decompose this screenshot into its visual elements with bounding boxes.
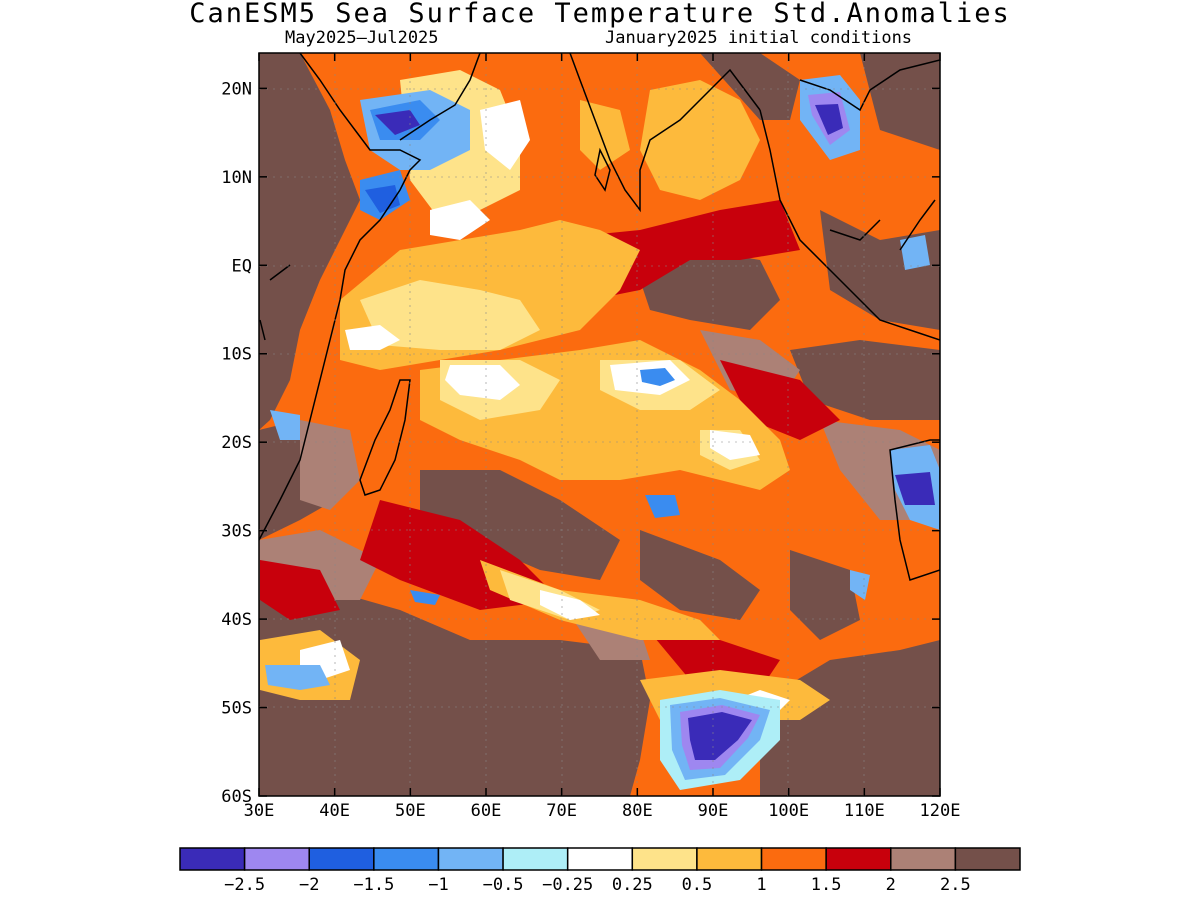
colorbar-swatch [760, 847, 827, 871]
gridlines [259, 53, 940, 796]
lon-label: 40E [319, 801, 350, 821]
lon-label: 80E [622, 801, 653, 821]
colorbar-label: −0.25 [542, 875, 593, 895]
lon-label: 50E [395, 801, 426, 821]
colorbar-swatch [631, 847, 698, 871]
lat-label: 20S [221, 433, 252, 453]
colorbar-label: −2.5 [224, 875, 265, 895]
colorbar-swatch [502, 847, 569, 871]
colorbar-label: 1 [756, 875, 766, 895]
colorbar-label: 1.5 [811, 875, 842, 895]
colorbar-swatch [566, 847, 634, 871]
lat-label: 60S [221, 787, 252, 807]
colorbar-label: −0.5 [483, 875, 524, 895]
plot-frame [258, 52, 941, 797]
lat-label: 10S [221, 345, 252, 365]
forecast-period: May2025–Jul2025 [285, 28, 439, 48]
colorbar-swatch [890, 847, 957, 871]
colorbar-swatch [179, 847, 246, 871]
colorbar-swatch [825, 847, 892, 871]
lon-label: 120E [920, 801, 961, 821]
colorbar-swatch [696, 847, 763, 871]
colorbar-label: 2 [886, 875, 896, 895]
lat-label: 10N [221, 168, 252, 188]
colorbar-label: 0.25 [612, 875, 653, 895]
colorbar-label: −1 [428, 875, 448, 895]
lon-label: 30E [244, 801, 275, 821]
lon-label: 70E [546, 801, 577, 821]
lon-label: 90E [698, 801, 729, 821]
colorbar-swatch [437, 847, 504, 871]
plot-area [259, 53, 940, 796]
lon-label: 110E [844, 801, 885, 821]
colorbar-swatch [373, 847, 440, 871]
initial-conditions: January2025 initial conditions [605, 28, 913, 48]
lon-label: 100E [768, 801, 809, 821]
lat-label: 30S [221, 522, 252, 542]
colorbar-label: −2 [299, 875, 319, 895]
colorbar-label: 2.5 [940, 875, 971, 895]
colorbar: −2.5 −2 −1.5 −1 −0.5 −0.25 0.25 0.5 1 1.5 2 2.5 [179, 847, 1021, 895]
latitude-axis: 20N 10N EQ 10S 20S 30S 40S 50S 60S [221, 79, 940, 807]
colorbar-swatch [954, 847, 1021, 871]
coastlines [259, 53, 940, 581]
colorbar-swatch [308, 847, 375, 871]
anomaly-negative-regions [265, 75, 940, 790]
lat-label: EQ [232, 256, 252, 276]
anomaly-high-regions [259, 53, 940, 796]
longitude-axis: 30E 40E 50E 60E 70E 80E 90E 100E 110E 120E [244, 53, 961, 821]
colorbar-swatch [243, 847, 310, 871]
lat-label: 50S [221, 699, 252, 719]
lat-label: 40S [221, 610, 252, 630]
lat-label: 20N [221, 79, 252, 99]
colorbar-label: 0.5 [682, 875, 713, 895]
map-title: CanESM5 Sea Surface Temperature Std.Anom… [189, 0, 1011, 29]
lon-label: 60E [471, 801, 502, 821]
colorbar-label: −1.5 [353, 875, 394, 895]
